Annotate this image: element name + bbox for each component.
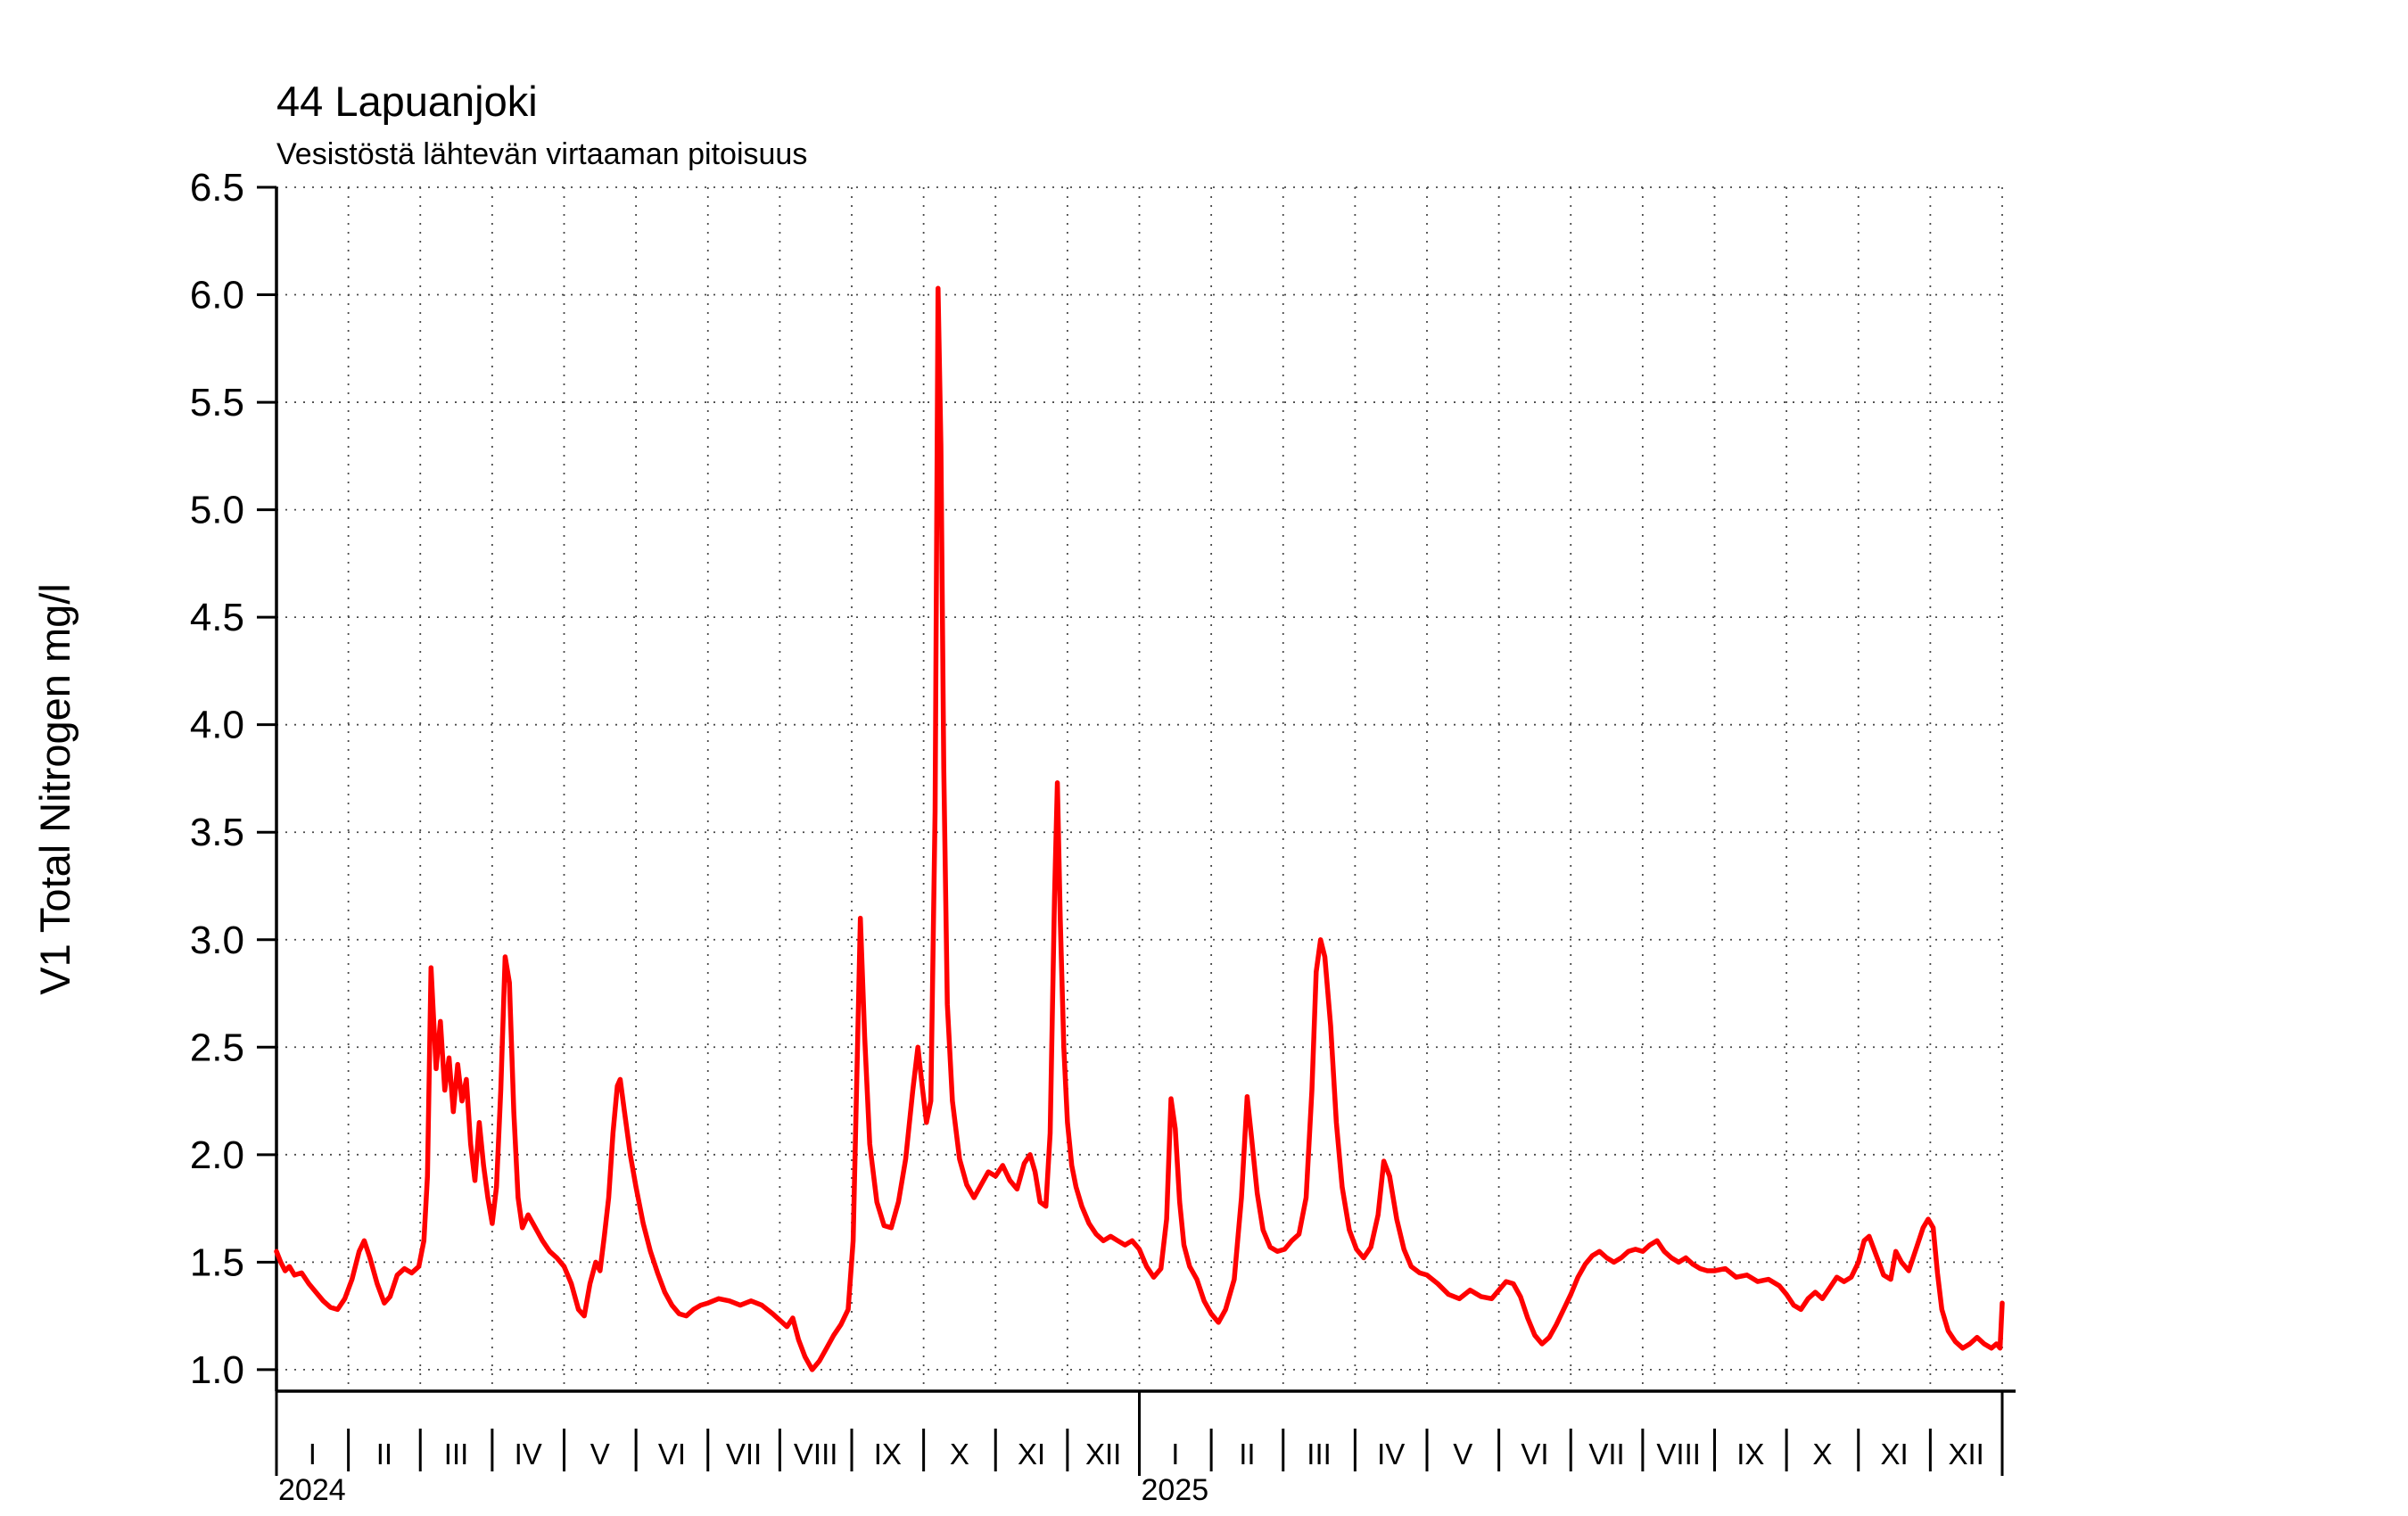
y-tick-label: 2.5 (190, 1026, 244, 1069)
y-tick-label: 5.5 (190, 381, 244, 424)
y-tick-label: 4.0 (190, 704, 244, 747)
year-label: 2024 (278, 1473, 346, 1507)
month-label: VII (726, 1438, 762, 1471)
y-tick-label: 4.5 (190, 596, 244, 639)
nitrogen-line (274, 285, 2005, 1372)
month-label: V (1453, 1438, 1472, 1471)
y-tick-label: 1.0 (190, 1348, 244, 1392)
month-label: IV (1377, 1438, 1405, 1471)
month-label: IV (515, 1438, 542, 1471)
y-tick-label: 3.0 (190, 919, 244, 962)
y-axis-ticks: 1.0 1.5 2.0 2.5 3.0 3.5 4.0 4.5 5.0 5.5 6.0 6.5 (190, 166, 276, 1392)
axes (275, 187, 2016, 1393)
month-label: XI (1880, 1438, 1908, 1471)
month-label: I (1171, 1438, 1179, 1471)
month-label: III (1307, 1438, 1332, 1471)
month-label: XII (1085, 1438, 1121, 1471)
month-label: I (309, 1438, 317, 1471)
month-label: X (950, 1438, 969, 1471)
month-label: XI (1018, 1438, 1045, 1471)
month-label: II (376, 1438, 392, 1471)
y-tick-label: 6.5 (190, 166, 244, 210)
month-label: VIII (794, 1438, 838, 1471)
month-label: VIII (1656, 1438, 1701, 1471)
y-tick-label: 5.0 (190, 489, 244, 532)
y-tick-label: 1.5 (190, 1240, 244, 1284)
y-tick-label: 2.0 (190, 1133, 244, 1177)
month-label: IX (1736, 1438, 1764, 1471)
month-label: VI (658, 1438, 686, 1471)
gridlines (276, 186, 2003, 1391)
data-series (274, 285, 2005, 1372)
y-tick-label: 3.5 (190, 811, 244, 854)
chart-title: 44 Lapuanjoki (276, 78, 538, 125)
month-label: IX (874, 1438, 902, 1471)
month-label: II (1239, 1438, 1255, 1471)
month-label: XII (1949, 1438, 1984, 1471)
month-label: X (1812, 1438, 1832, 1471)
y-axis-label: V1 Total Nitrogen mg/l (31, 583, 78, 995)
y-tick-label: 6.0 (190, 274, 244, 317)
month-label: V (590, 1438, 610, 1471)
year-label: 2025 (1142, 1473, 1209, 1507)
month-label: VII (1588, 1438, 1624, 1471)
month-label: VI (1521, 1438, 1548, 1471)
chart-subtitle: Vesistöstä lähtevän virtaaman pitoisuus (276, 137, 807, 171)
month-label: III (444, 1438, 469, 1471)
x-axis-ticks: I II III IV V VI VII VIII IX X XI XII I II III IV V VI VII… (275, 1391, 2004, 1507)
